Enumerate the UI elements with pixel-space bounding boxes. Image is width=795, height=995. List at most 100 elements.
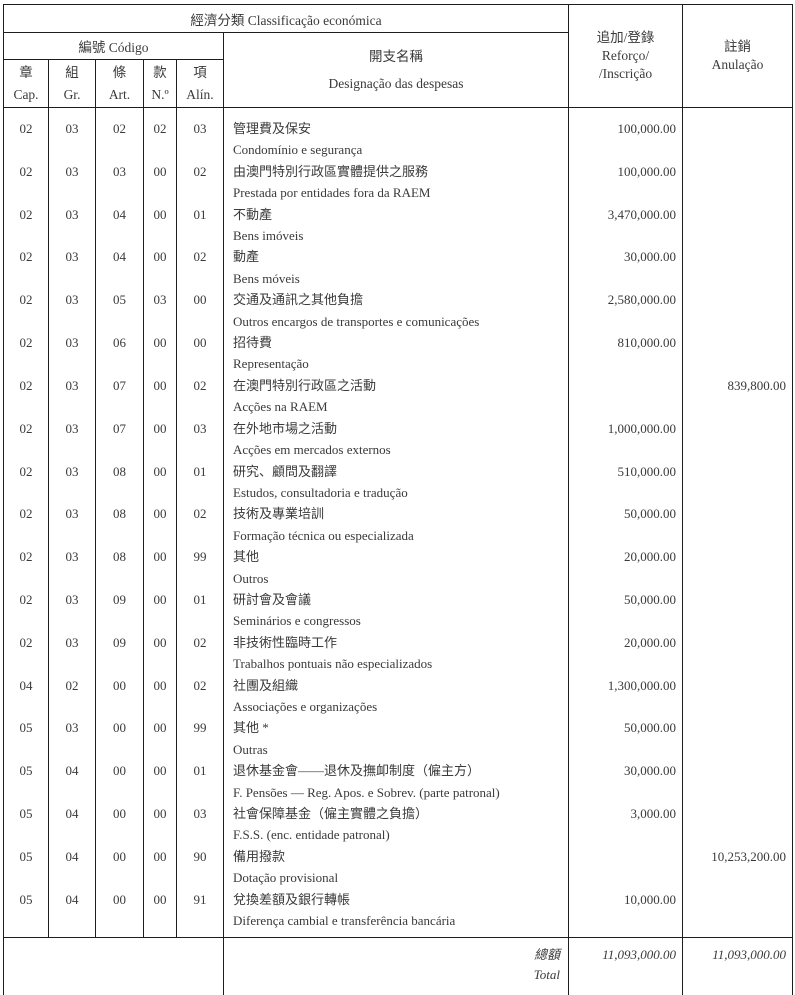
anulacao-amount <box>682 160 794 204</box>
cap-cell: 02 <box>3 107 49 161</box>
header-gr-pt: Gr. <box>63 86 81 102</box>
designation-cell: 其他 Outros <box>222 546 570 589</box>
designation-pt: Representação <box>233 356 309 372</box>
alin-cell: 99 <box>176 717 224 761</box>
designation-pt: Formação técnica ou especializada <box>233 527 414 543</box>
gr-cell: 04 <box>48 845 96 889</box>
art-cell: 09 <box>95 631 144 675</box>
anulacao-amount: 839,800.00 <box>682 374 794 418</box>
cap-cell: 02 <box>3 588 49 632</box>
table-row: 02 03 05 03 00 交通及通訊之其他負擔 Outros encargo… <box>3 289 794 333</box>
designation-cell: 動產 Bens móveis <box>222 246 570 290</box>
anulacao-amount <box>682 803 794 846</box>
reforco-amount: 3,000.00 <box>568 803 684 846</box>
designation-pt: Bens móveis <box>233 270 300 286</box>
n-cell: 00 <box>143 674 177 718</box>
designation-zh: 交通及通訊之其他負擔 <box>233 292 364 308</box>
gr-cell: 04 <box>48 803 96 846</box>
designation-zh: 不動產 <box>233 206 273 222</box>
header-art-pt: Art. <box>108 86 131 102</box>
n-cell: 00 <box>143 631 177 675</box>
reforco-amount <box>568 374 684 418</box>
designation-pt: Seminários e congressos <box>233 613 361 629</box>
alin-cell: 01 <box>176 760 224 803</box>
header-cap: 章 Cap. <box>3 59 49 108</box>
gr-cell: 03 <box>48 289 96 333</box>
alin-cell: 03 <box>176 107 224 161</box>
art-cell: 08 <box>95 546 144 589</box>
cap-cell: 02 <box>3 332 49 375</box>
n-cell: 00 <box>143 803 177 846</box>
spacer-row <box>3 931 794 938</box>
cap-cell: 02 <box>3 460 49 504</box>
cap-cell: 04 <box>3 674 49 718</box>
reforco-amount: 50,000.00 <box>568 588 684 632</box>
total-label: 總額 Total <box>222 937 570 995</box>
alin-cell: 91 <box>176 888 224 932</box>
designation-cell: 在澳門特別行政區之活動 Acções na RAEM <box>222 374 570 418</box>
anulacao-amount <box>682 588 794 632</box>
gr-cell: 03 <box>48 374 96 418</box>
header-reforco: 追加/登錄 Reforço/ /Inscrição <box>568 4 684 108</box>
anulacao-amount <box>682 332 794 375</box>
art-cell: 00 <box>95 760 144 803</box>
reforco-amount: 50,000.00 <box>568 503 684 547</box>
designation-cell: 招待費 Representação <box>222 332 570 375</box>
designation-zh: 由澳門特別行政區實體提供之服務 <box>233 163 429 179</box>
designation-zh: 在澳門特別行政區之活動 <box>233 377 377 393</box>
table-row: 02 03 04 00 01 不動產 Bens imóveis 3,470,00… <box>3 203 794 247</box>
table-row: 02 03 03 00 02 由澳門特別行政區實體提供之服務 Prestada … <box>3 160 794 204</box>
alin-cell: 02 <box>176 246 224 290</box>
art-cell: 05 <box>95 289 144 333</box>
reforco-amount: 100,000.00 <box>568 160 684 204</box>
reforco-amount: 1,300,000.00 <box>568 674 684 718</box>
designation-zh: 社會保障基金（僱主實體之負擔） <box>233 806 429 821</box>
cap-cell: 02 <box>3 631 49 675</box>
reforco-amount: 20,000.00 <box>568 546 684 589</box>
gr-cell: 02 <box>48 674 96 718</box>
total-row: 總額 Total 11,093,000.00 11,093,000.00 <box>3 937 794 995</box>
reforco-amount: 2,580,000.00 <box>568 289 684 333</box>
designation-zh: 動產 <box>233 249 260 265</box>
alin-cell: 02 <box>176 674 224 718</box>
art-cell: 07 <box>95 374 144 418</box>
header-art-zh: 條 <box>112 64 127 80</box>
art-cell: 00 <box>95 717 144 761</box>
table-header: 經濟分類 Classificação económica 追加/登錄 Refor… <box>2 4 794 108</box>
designation-pt: Associações e organizações <box>233 698 378 714</box>
designation-zh: 技術及專業培訓 <box>233 506 325 522</box>
designation-cell: 兌換差額及銀行轉帳 Diferença cambial e transferên… <box>222 888 570 932</box>
gr-cell: 03 <box>48 332 96 375</box>
designation-cell: 社會保障基金（僱主實體之負擔） F.S.S. (enc. entidade pa… <box>222 803 570 846</box>
table-row: 02 03 07 00 03 在外地市場之活動 Acções em mercad… <box>3 417 794 461</box>
alin-cell: 02 <box>176 503 224 547</box>
cap-cell: 05 <box>3 760 49 803</box>
table-row: 02 03 09 00 02 非技術性臨時工作 Trabalhos pontua… <box>3 631 794 675</box>
gr-cell: 04 <box>48 760 96 803</box>
header-art: 條 Art. <box>95 59 144 108</box>
header-reforco-pt2: /Inscrição <box>598 66 653 81</box>
cap-cell: 05 <box>3 717 49 761</box>
designation-pt: Outros <box>233 570 269 586</box>
alin-cell: 90 <box>176 845 224 889</box>
table-row: 05 04 00 00 03 社會保障基金（僱主實體之負擔） F.S.S. (e… <box>3 803 794 846</box>
reforco-amount: 100,000.00 <box>568 107 684 161</box>
cap-cell: 02 <box>3 203 49 247</box>
designation-pt: Acções em mercados externos <box>233 442 391 458</box>
alin-cell: 03 <box>176 417 224 461</box>
reforco-amount: 810,000.00 <box>568 332 684 375</box>
anulacao-amount <box>682 107 794 161</box>
designation-cell: 由澳門特別行政區實體提供之服務 Prestada por entidades f… <box>222 160 570 204</box>
header-alin-zh: 項 <box>193 64 207 80</box>
designation-pt: Trabalhos pontuais não especializados <box>233 656 433 672</box>
designation-pt: Dotação provisional <box>233 870 339 886</box>
art-cell: 08 <box>95 503 144 547</box>
table-row: 05 04 00 00 91 兌換差額及銀行轉帳 Diferença cambi… <box>3 888 794 932</box>
anulacao-amount <box>682 503 794 547</box>
header-n-zh: 款 <box>153 64 167 80</box>
designation-zh: 備用撥款 <box>233 848 286 864</box>
art-cell: 09 <box>95 588 144 632</box>
n-cell: 00 <box>143 417 177 461</box>
gr-cell: 03 <box>48 460 96 504</box>
alin-cell: 01 <box>176 203 224 247</box>
